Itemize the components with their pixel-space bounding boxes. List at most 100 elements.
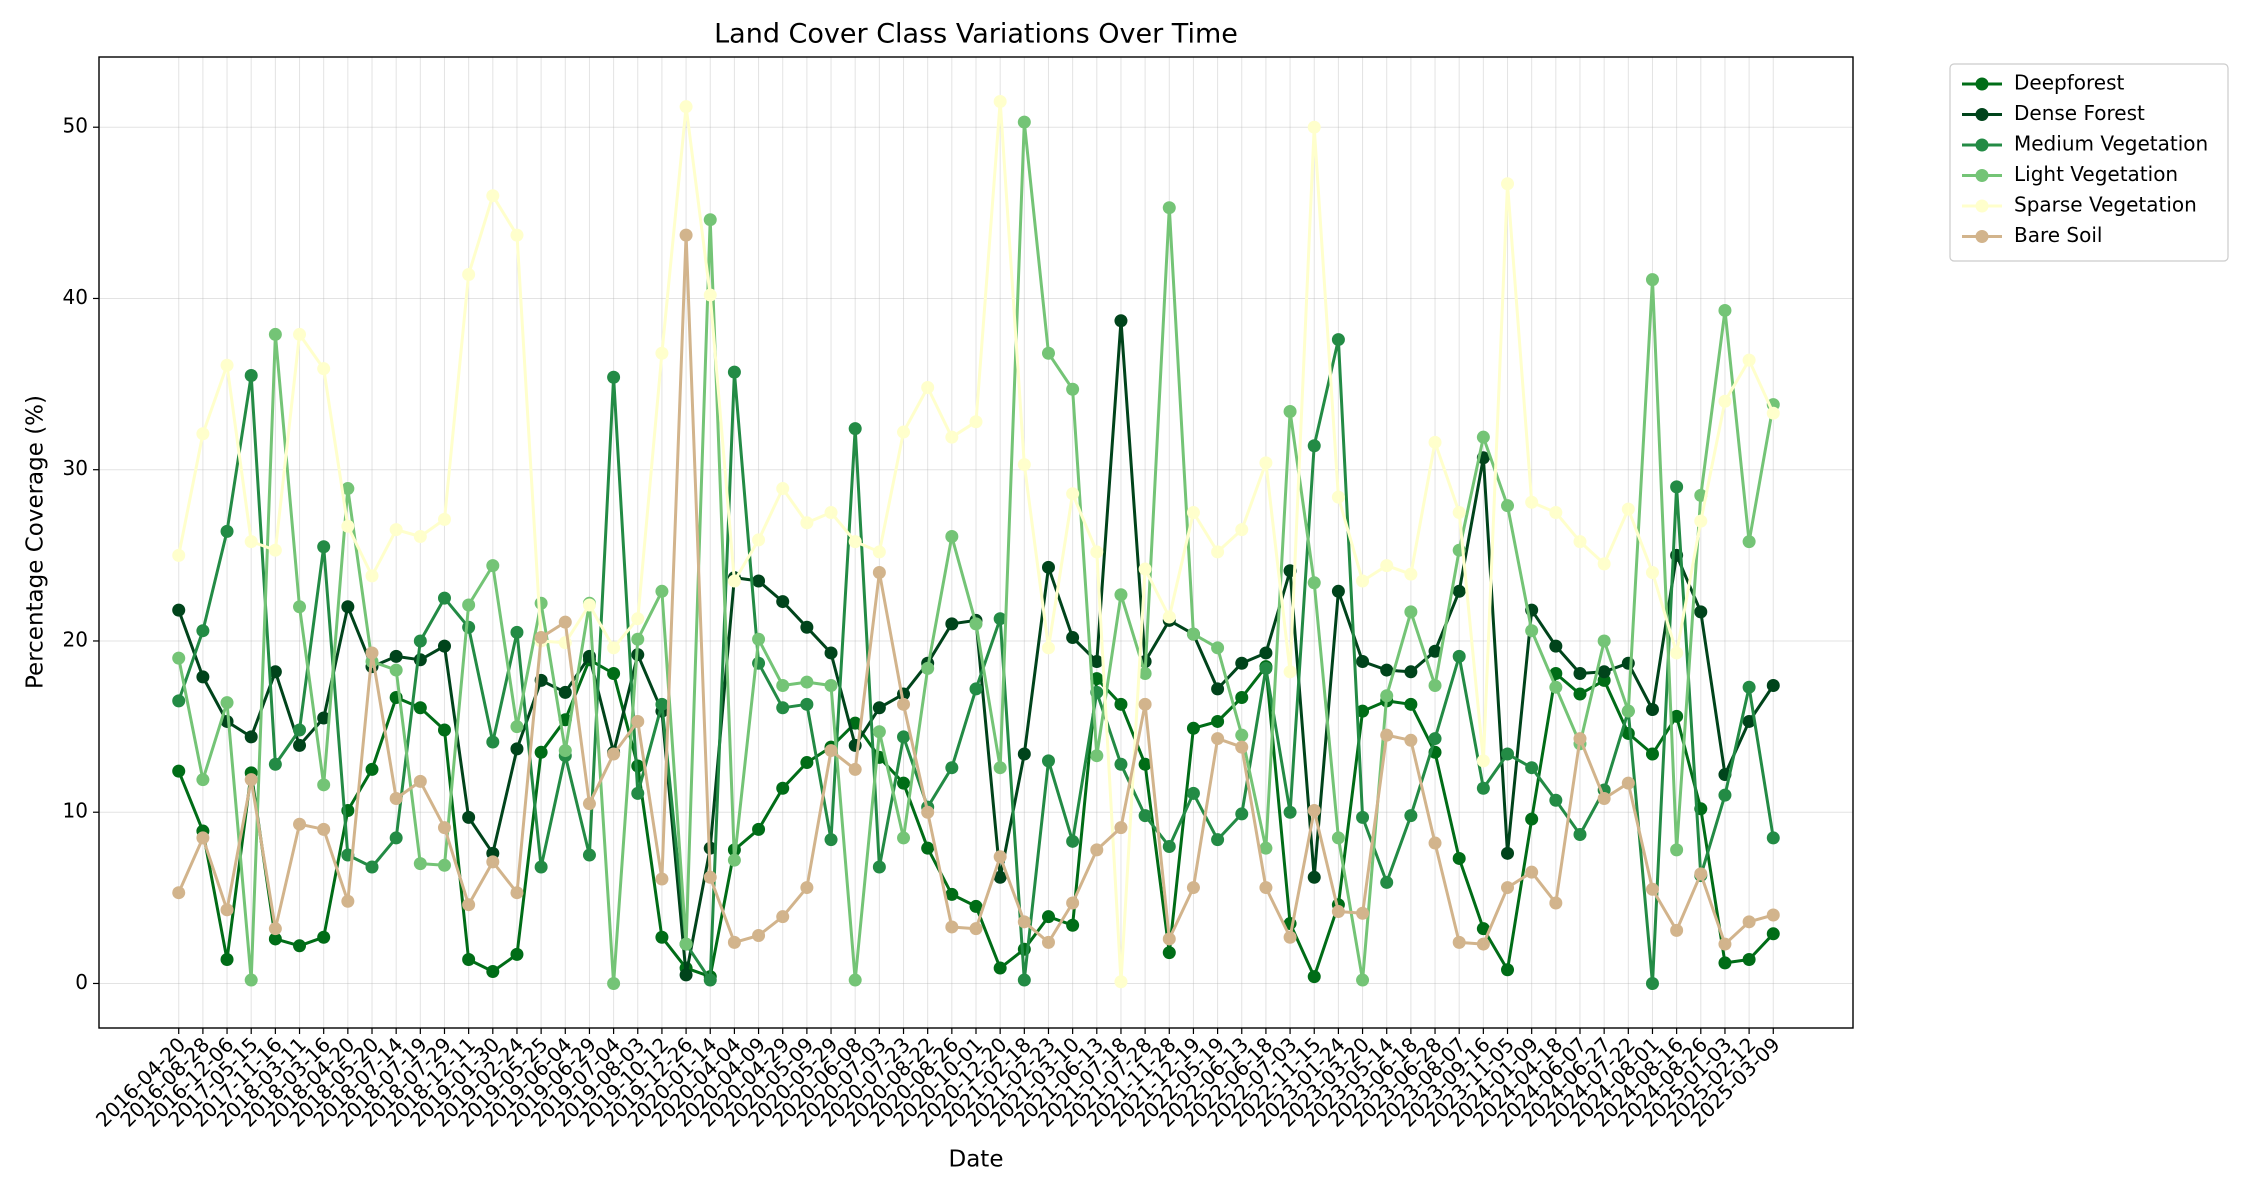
y-tick-label: 20 (63, 627, 88, 651)
data-point (317, 711, 331, 725)
data-point (1211, 682, 1225, 696)
data-point (1283, 805, 1297, 819)
data-point (293, 817, 307, 831)
data-point (1066, 918, 1080, 932)
data-point (1549, 680, 1563, 694)
data-point (1138, 562, 1152, 576)
data-point (196, 831, 210, 845)
data-point (1404, 733, 1418, 747)
data-point (800, 756, 814, 770)
data-point (413, 634, 427, 648)
data-point (1718, 788, 1732, 802)
data-point (220, 903, 234, 917)
data-point (1645, 882, 1659, 896)
data-point (317, 930, 331, 944)
data-point (607, 667, 621, 681)
data-point (268, 665, 282, 679)
data-point (824, 833, 838, 847)
data-point (1138, 697, 1152, 711)
data-point (1331, 333, 1345, 347)
data-point (1162, 946, 1176, 960)
data-point (1525, 624, 1539, 638)
data-point (848, 716, 862, 730)
data-point (800, 620, 814, 634)
data-point (824, 646, 838, 660)
data-point (1235, 728, 1249, 742)
data-point (389, 649, 403, 663)
data-point (268, 327, 282, 341)
data-point (776, 910, 790, 924)
data-point (1501, 747, 1515, 761)
data-point (389, 831, 403, 845)
data-point (534, 745, 548, 759)
data-point (1670, 709, 1684, 723)
data-point (413, 774, 427, 788)
data-point (462, 598, 476, 612)
data-point (921, 661, 935, 675)
data-point (1428, 644, 1442, 658)
data-point (510, 742, 524, 756)
data-point (1186, 881, 1200, 895)
data-point (1211, 833, 1225, 847)
data-point (1356, 655, 1370, 669)
legend-box (1949, 63, 2229, 262)
y-tick-label: 40 (63, 285, 88, 309)
legend-marker (1975, 138, 1989, 152)
data-point (293, 600, 307, 614)
data-point (1525, 495, 1539, 509)
data-point (1597, 792, 1611, 806)
data-point (268, 757, 282, 771)
data-point (1742, 952, 1756, 966)
data-point (607, 370, 621, 384)
data-point (317, 362, 331, 376)
data-point (558, 685, 572, 699)
data-point (1162, 201, 1176, 215)
data-point (293, 939, 307, 953)
data-point (1017, 915, 1031, 929)
data-point (1476, 922, 1490, 936)
data-point (389, 792, 403, 806)
data-point (486, 559, 500, 573)
y-tick-label: 0 (75, 970, 88, 994)
data-point (1404, 665, 1418, 679)
data-point (437, 821, 451, 835)
data-point (1017, 458, 1031, 472)
data-point (1621, 502, 1635, 516)
data-point (1718, 394, 1732, 408)
data-point (1307, 120, 1321, 134)
data-point (969, 415, 983, 429)
legend-label: Bare Soil (2014, 223, 2102, 247)
data-point (800, 675, 814, 689)
data-point (824, 506, 838, 520)
data-point (510, 228, 524, 242)
data-point (1138, 757, 1152, 771)
data-point (1501, 881, 1515, 895)
data-point (1259, 456, 1273, 470)
data-point (776, 781, 790, 795)
data-point (462, 952, 476, 966)
data-point (534, 596, 548, 610)
data-point (1356, 704, 1370, 718)
data-point (1645, 702, 1659, 716)
data-point (752, 574, 766, 588)
data-point (1380, 689, 1394, 703)
data-point (1114, 757, 1128, 771)
data-point (1597, 634, 1611, 648)
data-point (1766, 406, 1780, 420)
data-point (655, 872, 669, 886)
data-point (897, 776, 911, 790)
data-point (1621, 656, 1635, 670)
data-point (1356, 810, 1370, 824)
data-point (1307, 439, 1321, 453)
data-point (1041, 910, 1055, 924)
data-point (1114, 821, 1128, 835)
data-point (172, 764, 186, 778)
y-tick-label: 30 (63, 456, 88, 480)
data-point (268, 543, 282, 557)
data-point (1090, 655, 1104, 669)
data-point (1186, 786, 1200, 800)
data-point (776, 678, 790, 692)
data-point (1138, 667, 1152, 681)
data-point (317, 540, 331, 554)
data-point (365, 860, 379, 874)
